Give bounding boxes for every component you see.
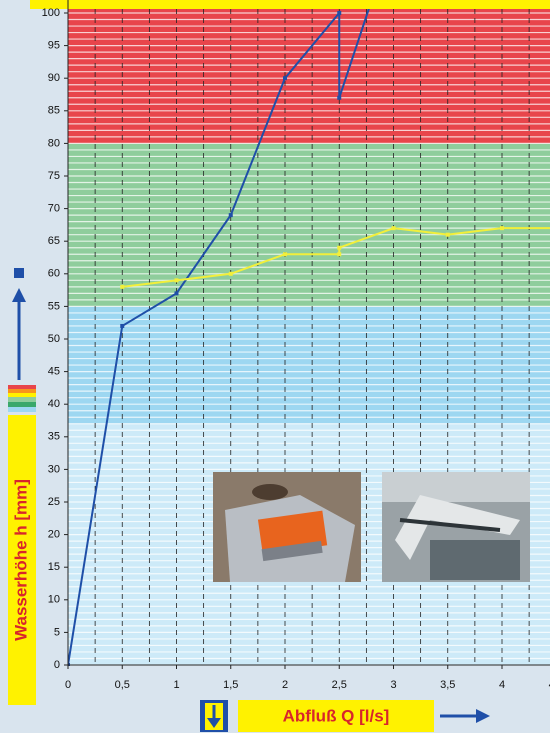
x-tick-label: 4: [499, 679, 505, 691]
y-tick-label: 60: [48, 268, 60, 280]
x-axis-decoration: [200, 700, 490, 732]
x-tick-label: 2: [282, 679, 288, 691]
x-tick-label: 1: [173, 679, 179, 691]
y-tick-label: 85: [48, 105, 60, 117]
x-tick-label: 3,5: [440, 679, 455, 691]
y-tick-label: 15: [48, 561, 60, 573]
data-point: [228, 213, 233, 218]
data-point: [337, 252, 342, 257]
data-point: [445, 232, 450, 237]
y-tick-label: 65: [48, 235, 60, 247]
photo-left: [213, 472, 361, 582]
y-tick-label: 100: [42, 7, 60, 19]
y-tick-label: 50: [48, 333, 60, 345]
series-line: [68, 0, 373, 666]
y-tick-label: 5: [54, 626, 60, 638]
data-point: [228, 271, 233, 276]
x-tick-label: 2,5: [332, 679, 347, 691]
y-tick-label: 55: [48, 300, 60, 312]
y-tick-label: 80: [48, 137, 60, 149]
data-point: [500, 226, 504, 231]
data-point: [337, 95, 342, 100]
data-point: [283, 252, 287, 257]
x-tick-label: 1,5: [223, 679, 238, 691]
data-point: [283, 76, 287, 81]
y-tick-label: 10: [48, 594, 60, 606]
y-tick-label: 0: [54, 659, 60, 671]
y-tick-label: 45: [48, 366, 60, 378]
data-point: [337, 11, 342, 15]
top-bar: [30, 0, 550, 9]
y-tick-label: 90: [48, 72, 60, 84]
data-point: [174, 291, 179, 296]
x-tick-label: 0,5: [115, 679, 130, 691]
data-point: [174, 278, 179, 283]
y-tick-label: 35: [48, 431, 60, 443]
x-axis-label: Abfluß Q [l/s]: [283, 706, 390, 725]
data-point: [391, 226, 396, 231]
y-tick-label: 20: [48, 529, 60, 541]
y-tick-label: 95: [48, 40, 60, 52]
y-axis-decoration: [8, 268, 36, 705]
data-point: [120, 284, 125, 289]
y-tick-label: 75: [48, 170, 60, 182]
series-line: [122, 227, 550, 288]
y-tick-label: 70: [48, 203, 60, 215]
zone: [68, 143, 550, 307]
y-tick-label: 40: [48, 398, 60, 410]
photo-right: [382, 472, 530, 582]
data-point: [120, 323, 125, 328]
y-axis-label: Wasserhöhe h [mm]: [11, 479, 30, 641]
y-tick-label: 25: [48, 496, 60, 508]
x-tick-label: 0: [65, 679, 71, 691]
x-tick-label: 4,5: [549, 679, 550, 691]
data-point: [337, 245, 342, 250]
x-tick-label: 3: [390, 679, 396, 691]
y-tick-label: 30: [48, 463, 60, 475]
